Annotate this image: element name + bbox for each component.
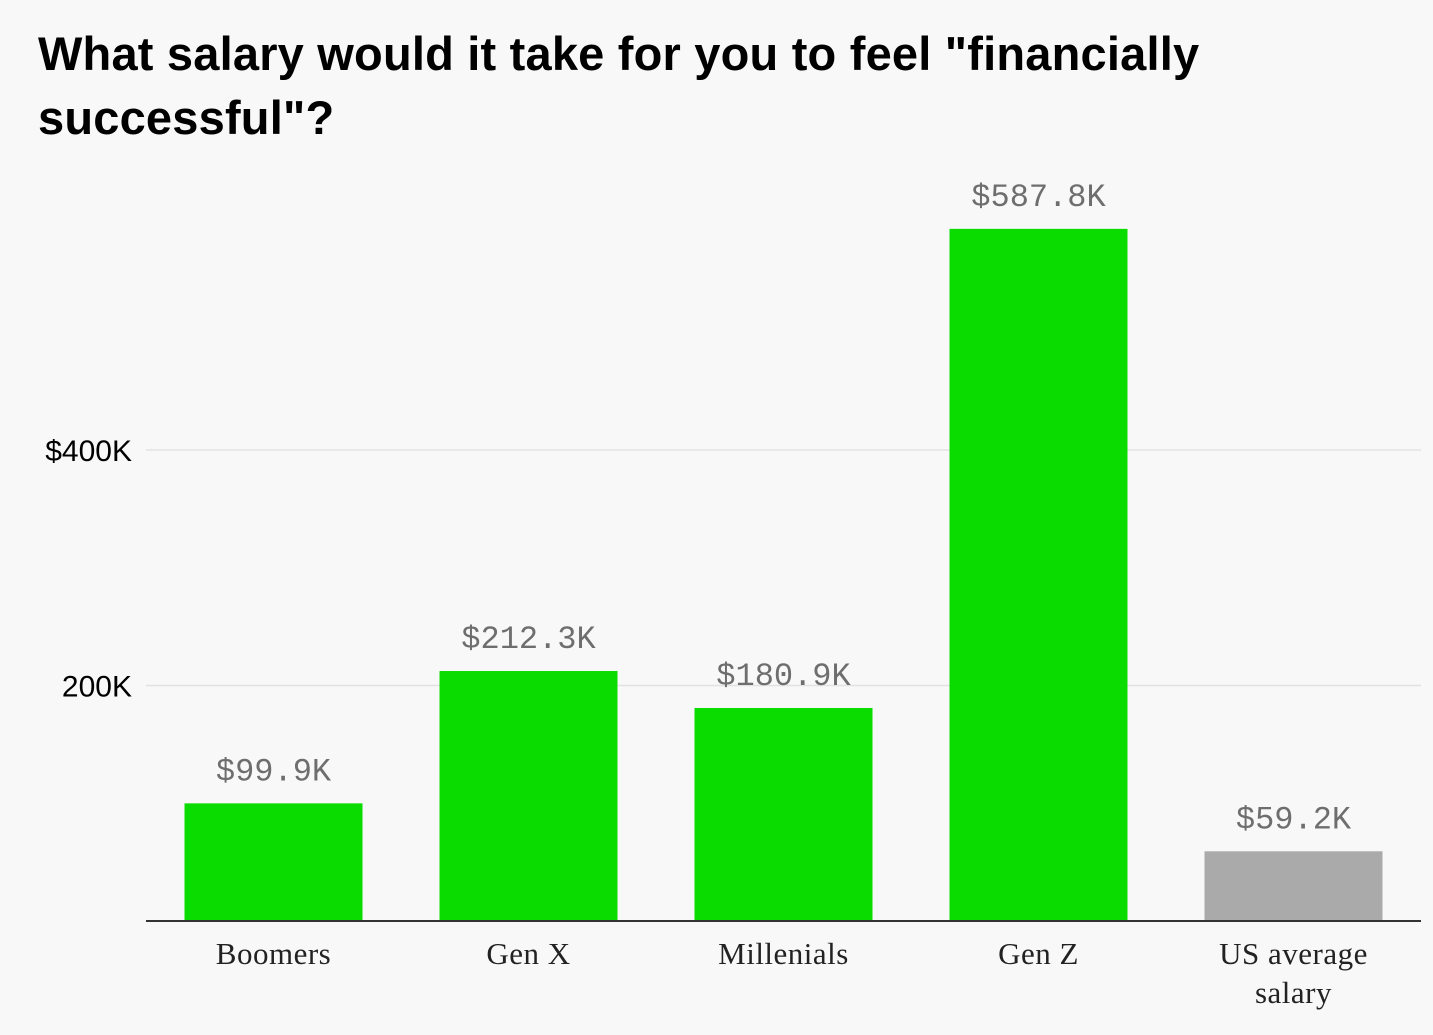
category-labels: Boomers Gen X Millenials Gen Z US average sal… — [216, 936, 1368, 1010]
bar-value-label: $59.2K — [1236, 801, 1352, 838]
category-label: Millenials — [718, 936, 849, 971]
bar — [694, 707, 873, 921]
chart-title: What salary would it take for you to fee… — [38, 27, 1200, 144]
bar — [184, 803, 363, 921]
bar — [1204, 851, 1383, 921]
bar-value-label: $212.3K — [461, 621, 596, 658]
category-label: Boomers — [216, 936, 331, 971]
bar-value-label: $180.9K — [716, 658, 851, 695]
y-tick-label: 200K — [62, 671, 132, 704]
bars — [184, 228, 1383, 922]
bar-value-label: $587.8K — [971, 179, 1106, 216]
value-labels: $99.9K $212.3K $180.9K $587.8K $59.2K — [216, 179, 1352, 838]
category-label: US average salary — [1219, 936, 1368, 1010]
category-label: Gen X — [486, 936, 570, 971]
bar-value-label: $99.9K — [216, 753, 332, 790]
bar — [439, 671, 618, 921]
y-axis-ticks: 200K $400K — [45, 435, 132, 704]
y-tick-label: $400K — [45, 435, 132, 468]
category-label: Gen Z — [998, 936, 1079, 971]
gridlines — [146, 449, 1421, 687]
bar — [949, 228, 1128, 922]
